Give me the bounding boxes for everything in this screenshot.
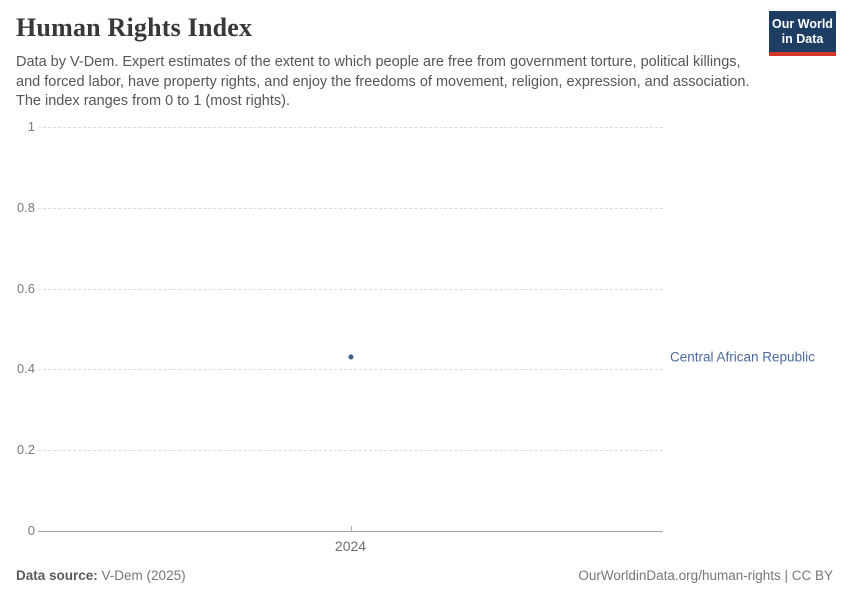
owid-logo-text-line2: in Data	[781, 32, 824, 46]
owid-logo[interactable]: Our World in Data	[769, 11, 836, 56]
x-axis-line	[38, 531, 663, 532]
y-tick-label: 1	[27, 119, 35, 134]
y-tick-label: 0.2	[16, 442, 35, 458]
y-tick-label: 0.6	[16, 280, 35, 296]
x-tick-mark	[350, 526, 352, 531]
x-tick-label: 2024	[334, 538, 367, 554]
data-source-value: V-Dem (2025)	[101, 568, 186, 583]
y-gridline	[38, 207, 663, 209]
data-source-label: Data source:	[16, 568, 98, 583]
y-gridline	[38, 369, 663, 371]
y-gridline	[38, 288, 663, 290]
footer-link[interactable]: OurWorldinData.org/human-rights | CC BY	[578, 568, 833, 583]
entity-label[interactable]: Central African Republic	[670, 349, 815, 365]
y-tick-label: 0.4	[16, 361, 35, 377]
y-gridline	[38, 127, 663, 128]
chart-title: Human Rights Index	[16, 13, 253, 42]
data-point[interactable]	[348, 354, 353, 360]
data-source-note: Data source: V-Dem (2025)	[16, 567, 186, 584]
chart-subtitle: Data by V-Dem. Expert estimates of the e…	[16, 54, 750, 109]
y-gridline	[38, 450, 663, 452]
y-tick-label: 0	[27, 523, 35, 538]
footer: Data source: V-Dem (2025) OurWorldinData…	[16, 567, 833, 584]
owid-logo-text-line1: Our World	[772, 17, 833, 31]
y-tick-label: 0.8	[16, 199, 35, 215]
